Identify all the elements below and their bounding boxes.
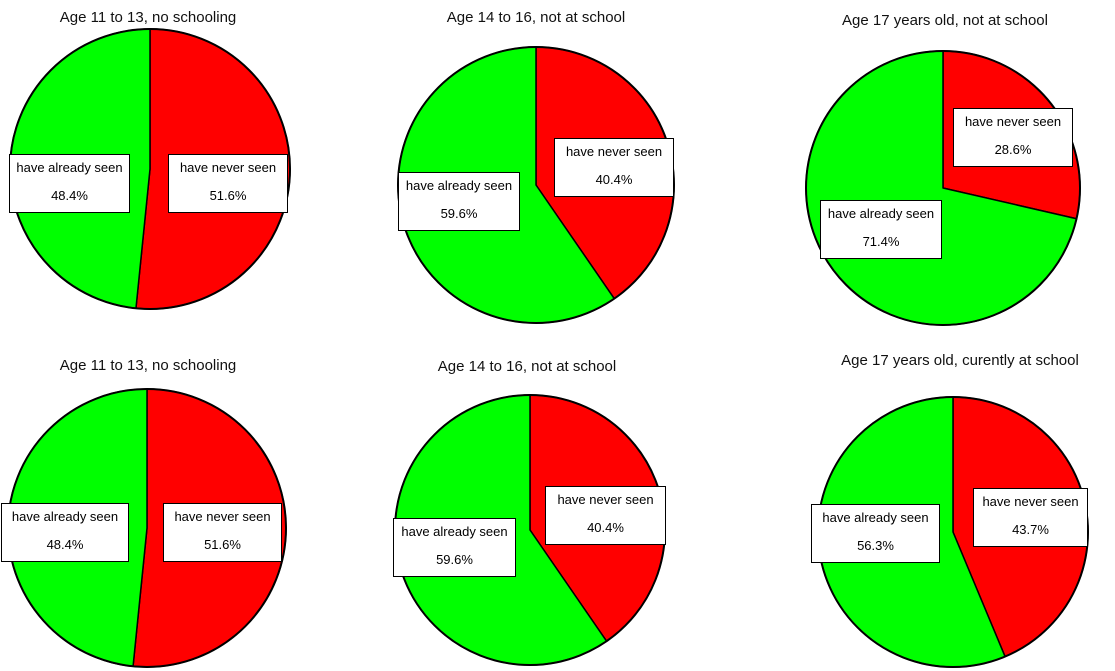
slice-label-box: have already seen 56.3% [811, 504, 940, 563]
slice-label: have never seen [557, 492, 654, 507]
slice-value-label: 40.4% [595, 172, 633, 187]
slice-value-label: 59.6% [440, 206, 478, 221]
slice-value-label: 56.3% [857, 538, 894, 553]
chart-title: Age 14 to 16, not at school [446, 9, 626, 26]
chart-title: Age 14 to 16, not at school [437, 358, 617, 375]
slice-label-box: have never seen 40.4% [545, 486, 666, 545]
slice-value-label: 48.4% [51, 188, 88, 203]
slice-label: have already seen [11, 509, 119, 524]
slice-label-box: have never seen 43.7% [973, 488, 1088, 547]
slice-label: have already seen [405, 178, 513, 193]
slice-label: have never seen [565, 144, 663, 159]
chart-title: Age 11 to 13, no schooling [59, 9, 237, 26]
slice-value-label: 51.6% [204, 537, 241, 552]
slice-value-label: 71.4% [862, 234, 900, 249]
slice-label-box: have never seen 40.4% [554, 138, 674, 197]
slice-label: have already seen [401, 524, 508, 539]
slice-label-box: have never seen 51.6% [163, 503, 282, 562]
slice-label: have already seen [822, 510, 929, 525]
slice-value-label: 51.6% [209, 188, 247, 203]
chart-title: Age 11 to 13, no schooling [59, 357, 237, 374]
slice-label-box: have already seen 59.6% [393, 518, 516, 577]
slice-label: have never seen [174, 509, 271, 524]
slice-value-label: 48.4% [46, 537, 84, 552]
slice-label-box: have already seen 48.4% [9, 154, 130, 213]
slice-label: have never seen [982, 494, 1079, 509]
slice-label: have never seen [964, 114, 1062, 129]
slice-label: have already seen [16, 160, 123, 175]
pie-outline [805, 50, 1081, 326]
slice-value-label: 40.4% [587, 520, 624, 535]
slice-label-box: have already seen 71.4% [820, 200, 942, 259]
slice-label: have already seen [827, 206, 935, 221]
slice-value-label: 43.7% [1012, 522, 1049, 537]
slice-label-box: have never seen 28.6% [953, 108, 1073, 167]
slice-value-label: 59.6% [436, 552, 473, 567]
slice-value-label: 28.6% [994, 142, 1032, 157]
slice-label-box: have never seen 51.6% [168, 154, 288, 213]
chart-title: Age 17 years old, not at school [842, 12, 1048, 29]
chart-title: Age 17 years old, curently at school [841, 352, 1079, 369]
slice-label-box: have already seen 48.4% [1, 503, 129, 562]
slice-label-box: have already seen 59.6% [398, 172, 520, 231]
slice-label: have never seen [179, 160, 277, 175]
